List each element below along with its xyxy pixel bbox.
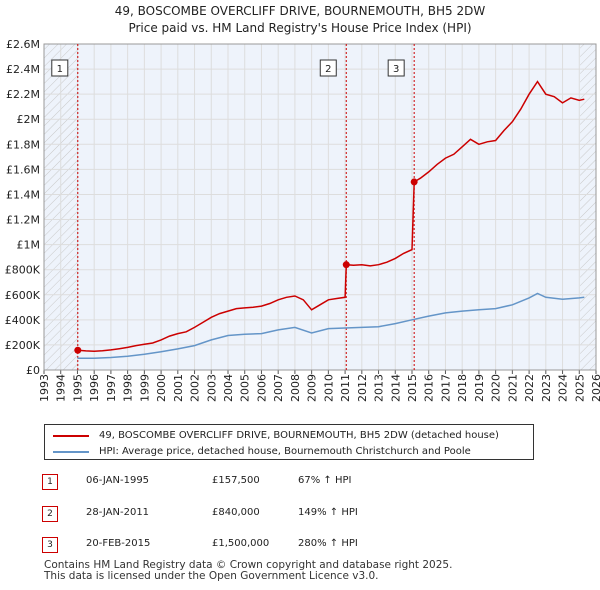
y-tick-label: £2.6M: [6, 38, 40, 51]
plot-border: [43, 43, 597, 371]
price-chart: £0 £200K £400K £600K £800K £1M £1.2M £1.4M £1.6M…: [5, 38, 600, 402]
sale-marker-box: 3: [42, 537, 58, 553]
y-tick-label: £2.4M: [6, 63, 40, 76]
x-tick-label: 1997: [105, 374, 118, 402]
legend: 49, BOSCOMBE OVERCLIFF DRIVE, BOURNEMOUT…: [44, 424, 534, 460]
x-tick-label: 2021: [506, 374, 519, 402]
y-tick-label: £400K: [5, 314, 41, 327]
sale-price: £157,500: [212, 475, 260, 486]
x-tick-label: 2006: [255, 374, 268, 402]
sale-label-box: [51, 59, 69, 77]
y-tick-label: £2.2M: [6, 88, 40, 101]
x-tick-label: 1998: [122, 374, 135, 402]
x-tick-label: 2004: [222, 374, 235, 402]
x-tick-label: 2015: [406, 374, 419, 402]
footer: Contains HM Land Registry data © Crown c…: [44, 560, 452, 582]
x-tick-label: 2017: [439, 374, 452, 402]
chart-title: 49, BOSCOMBE OVERCLIFF DRIVE, BOURNEMOUT…: [114, 4, 486, 18]
legend-label-property: 49, BOSCOMBE OVERCLIFF DRIVE, BOURNEMOUT…: [99, 430, 499, 441]
y-tick-label: £800K: [5, 264, 41, 277]
x-tick-label: 2007: [272, 374, 285, 402]
y-tick-label: £600K: [5, 289, 41, 302]
chart-subtitle: Price paid vs. HM Land Registry's House …: [128, 21, 472, 35]
sale-point: [74, 346, 82, 354]
sale-price: £1,500,000: [212, 538, 270, 549]
legend-swatch-hpi: [53, 451, 89, 453]
x-tick-label: 2010: [322, 374, 335, 402]
x-tick-label: 2018: [456, 374, 469, 402]
legend-swatch-property: [53, 435, 89, 437]
y-tick-label: £1M: [17, 239, 41, 252]
sale-marker-box: 1: [42, 474, 58, 490]
hpi-line: [77, 292, 585, 360]
hatched-region-after: [580, 44, 596, 370]
x-tick-label: 2026: [590, 374, 600, 402]
x-tick-label: 1993: [38, 374, 51, 402]
y-tick-label: £2M: [17, 113, 41, 126]
footer-copyright: Contains HM Land Registry data © Crown c…: [44, 559, 453, 571]
x-tick-label: 2013: [373, 374, 386, 402]
x-tick-label: 2025: [573, 374, 586, 402]
sale-point: [342, 261, 350, 269]
x-tick-label: 2022: [523, 374, 536, 402]
sale-price: £840,000: [212, 507, 260, 518]
x-tick-label: 2014: [389, 374, 402, 402]
sale-label-text: 3: [393, 64, 399, 75]
x-tick-label: 2008: [289, 374, 302, 402]
x-tick-label: 1995: [71, 374, 84, 402]
property-price-line: [77, 80, 585, 352]
sale-date: 28-JAN-2011: [86, 507, 150, 518]
sale-date: 20-FEB-2015: [86, 538, 151, 549]
y-tick-label: £0: [26, 364, 40, 377]
x-tick-label: 2009: [306, 374, 319, 402]
sale-hpi-change: 149% ↑ HPI: [298, 507, 358, 518]
x-tick-label: 2019: [473, 374, 486, 402]
sale-date: 06-JAN-1995: [86, 475, 150, 486]
y-tick-label: £1.8M: [6, 138, 40, 151]
plot-area: [44, 44, 596, 370]
legend-label-hpi: HPI: Average price, detached house, Bour…: [99, 446, 471, 457]
x-tick-label: 1994: [55, 374, 68, 402]
x-tick-label: 2001: [172, 374, 185, 402]
x-tick-label: 2000: [155, 374, 168, 402]
x-tick-label: 2011: [339, 374, 352, 402]
sale-point: [410, 178, 418, 186]
x-tick-label: 2023: [540, 374, 553, 402]
sale-label-text: 2: [325, 64, 331, 75]
x-tick-label: 2002: [189, 374, 202, 402]
x-tick-label: 2016: [423, 374, 436, 402]
y-tick-label: £1.2M: [6, 214, 40, 227]
x-tick-label: 2024: [557, 374, 570, 402]
x-tick-label: 1996: [88, 374, 101, 402]
y-tick-label: £200K: [5, 339, 41, 352]
sale-label-box: [319, 59, 337, 77]
sale-label-box: [387, 59, 405, 77]
x-tick-label: 2003: [205, 374, 218, 402]
footer-licence: This data is licensed under the Open Gov…: [44, 570, 379, 582]
x-tick-label: 2005: [239, 374, 252, 402]
y-tick-label: £1.6M: [6, 163, 40, 176]
x-tick-label: 1999: [138, 374, 151, 402]
y-tick-label: £1.4M: [6, 188, 40, 201]
x-tick-label: 2020: [490, 374, 503, 402]
x-tick-label: 2012: [356, 374, 369, 402]
sale-label-text: 1: [57, 64, 63, 75]
sale-hpi-change: 280% ↑ HPI: [298, 538, 358, 549]
sale-marker-box: 2: [42, 506, 58, 522]
sale-hpi-change: 67% ↑ HPI: [298, 475, 352, 486]
